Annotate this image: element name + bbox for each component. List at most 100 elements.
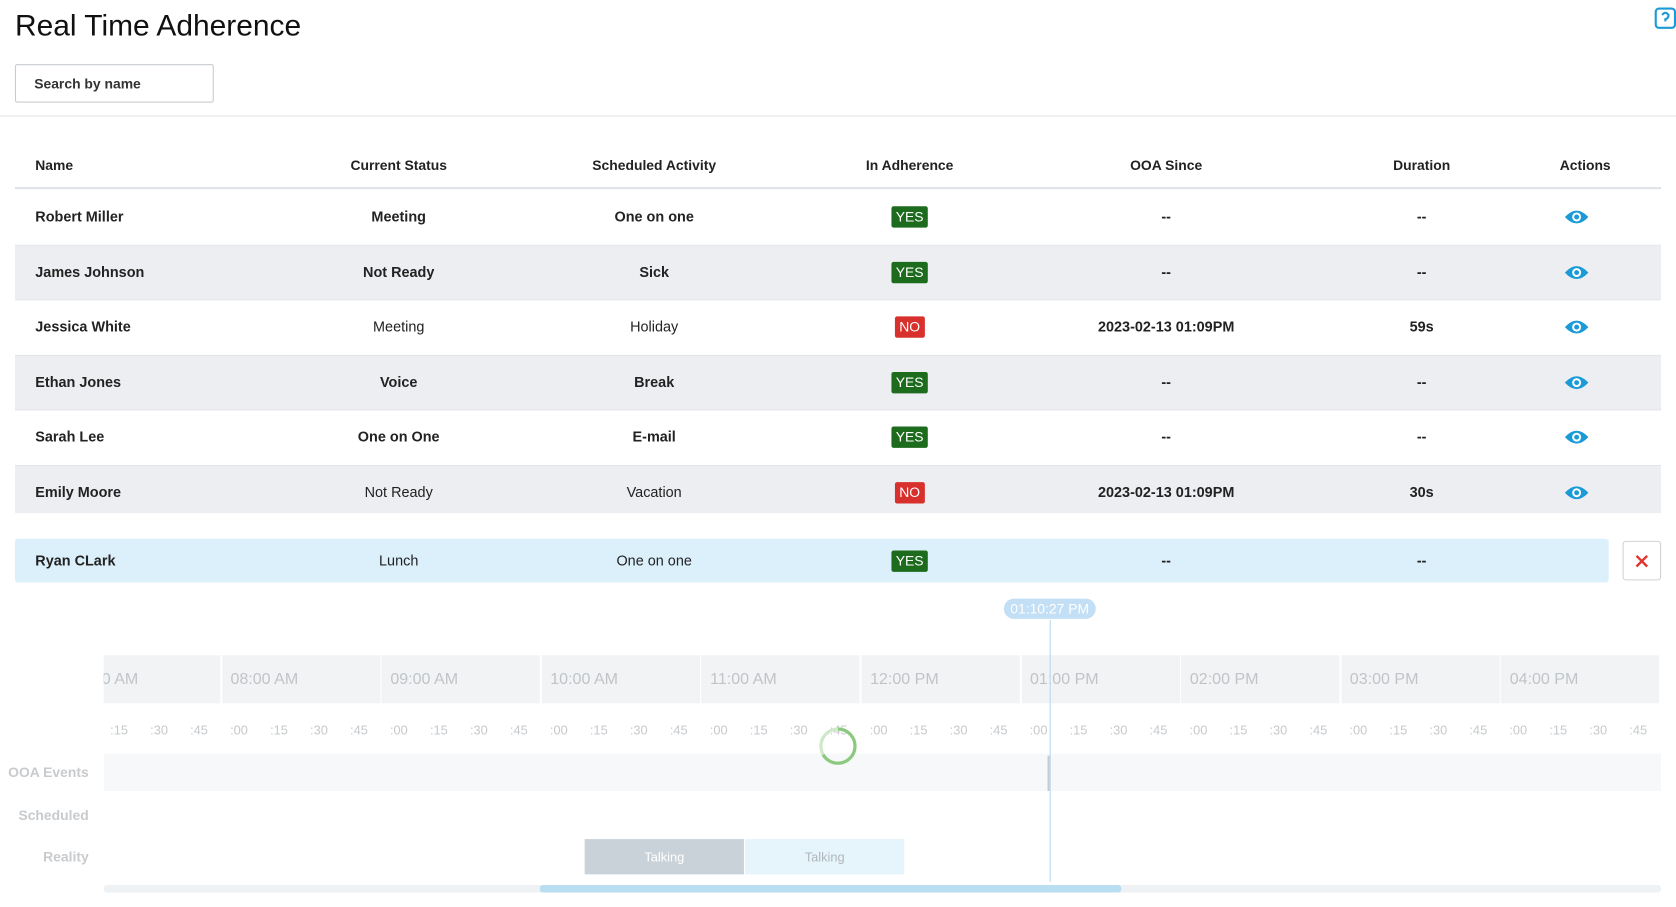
minute-label: :00: [389, 722, 408, 738]
minute-label: :30: [1269, 722, 1288, 738]
minute-label: :45: [989, 722, 1008, 738]
cell-text: Lunch: [379, 552, 419, 569]
view-icon[interactable]: [1564, 484, 1590, 501]
column-header: Duration: [1393, 157, 1451, 174]
cell-text: Vacation: [626, 483, 682, 500]
minute-label: :15: [270, 722, 288, 738]
minute-label: :30: [150, 722, 168, 738]
timeline: 07:00 AM:00:15:30:45 08:00 AM:00:15:30:45…: [0, 588, 1676, 907]
minute-label: :00: [1349, 722, 1368, 738]
minute-label: :45: [1309, 722, 1328, 738]
minute-label: :00: [1509, 722, 1528, 738]
hour-cell: 04:00 PM: [1501, 655, 1660, 704]
cell-text: Sarah Lee: [35, 428, 105, 445]
close-button[interactable]: [1622, 540, 1662, 581]
ooa-band: [103, 753, 1662, 791]
view-icon[interactable]: [1564, 209, 1590, 226]
cell-text: Voice: [379, 373, 418, 390]
minute-label: :15: [429, 722, 448, 738]
minute-label: :30: [1589, 722, 1608, 738]
minute-label: :30: [469, 722, 488, 738]
view-icon[interactable]: [1564, 264, 1590, 281]
cell-text: Emily Moore: [35, 483, 122, 500]
ooa-marker: [1047, 755, 1050, 791]
hour-label: 09:00 AM: [390, 670, 459, 689]
divider: [0, 115, 1676, 117]
cell-text: Meeting: [373, 318, 425, 335]
cell-text: Sick: [639, 263, 670, 280]
row-label: Reality: [43, 848, 89, 865]
column-header: Name: [35, 157, 74, 174]
cell-text: --: [1416, 373, 1427, 390]
cell-text: One on One: [357, 428, 440, 445]
cell-text: One on one: [616, 552, 692, 569]
cell-text: 2023-02-13 01:09PM: [1097, 318, 1235, 335]
hour-cell: 03:00 PM: [1341, 655, 1500, 704]
table-row: James Johnson Not Ready Sick YES -- --: [14, 245, 1662, 301]
minute-label: :15: [589, 722, 608, 738]
reality-event: Talking: [745, 839, 905, 875]
close-icon: [1635, 554, 1649, 568]
current-time-line: [1049, 619, 1051, 882]
cell-text: --: [1161, 373, 1171, 390]
minute-label: :15: [1069, 722, 1088, 738]
cell-text: Robert Miller: [35, 208, 124, 225]
cell-text: --: [1416, 208, 1427, 225]
view-icon[interactable]: [1564, 429, 1590, 446]
hour-cell: 12:00 PM: [861, 655, 1020, 704]
cell-text: 59s: [1409, 318, 1434, 335]
search-input[interactable]: Search by name: [14, 64, 214, 103]
adherence-badge: NO: [894, 481, 925, 504]
minute-label: :30: [789, 722, 808, 738]
minute-label: :30: [949, 722, 968, 738]
hour-label: 04:00 PM: [1509, 670, 1579, 689]
selected-row[interactable]: Ryan CLark Lunch One on one YES -- --: [14, 538, 1609, 583]
cell-text: Ethan Jones: [35, 373, 122, 390]
minute-label: :45: [350, 722, 368, 738]
cell-text: Break: [634, 373, 675, 390]
minute-label: :15: [110, 722, 128, 738]
minute-label: :45: [1149, 722, 1168, 738]
hour-cell: 10:00 AM: [541, 655, 700, 704]
cell-text: --: [1416, 263, 1427, 280]
hour-cell: 08:00 AM: [221, 655, 381, 704]
reality-event: Talking: [584, 839, 744, 875]
hour-label: 08:00 AM: [230, 670, 299, 689]
minute-label: :15: [909, 722, 928, 738]
scroll-thumb: [539, 885, 1122, 893]
cell-text: Not Ready: [363, 263, 435, 280]
table-row: Robert Miller Meeting One on one YES -- --: [14, 190, 1662, 246]
hour-label: 01:00 PM: [1029, 670, 1099, 689]
cell-text: Holiday: [630, 318, 679, 335]
column-header: In Adherence: [865, 157, 954, 174]
adherence-badge: YES: [891, 261, 928, 283]
cell-text: --: [1416, 428, 1427, 445]
help-icon[interactable]: [1650, 4, 1676, 34]
minute-label: :00: [709, 722, 728, 738]
view-icon[interactable]: [1564, 374, 1590, 391]
minute-label: :30: [1429, 722, 1448, 738]
hour-cell: 02:00 PM: [1181, 655, 1340, 704]
adherence-badge: YES: [891, 549, 928, 572]
header-border: [14, 187, 1662, 190]
adherence-badge: YES: [891, 371, 928, 394]
cell-text: 2023-02-13 01:09PM: [1097, 483, 1235, 500]
cell-text: 30s: [1409, 483, 1434, 500]
cell-text: --: [1161, 208, 1171, 225]
cell-text: James Johnson: [35, 263, 145, 280]
cell-text: --: [1416, 552, 1427, 569]
minute-label: :00: [549, 722, 568, 738]
minute-label: :00: [1189, 722, 1208, 738]
cell-text: Ryan CLark: [35, 552, 116, 569]
hour-cell: 11:00 AM: [701, 655, 860, 704]
hour-cell: 09:00 AM: [381, 655, 540, 704]
row-label: OOA Events: [8, 764, 89, 781]
row-label: Scheduled: [18, 806, 89, 823]
timeline-grid: 07:00 AM:00:15:30:45 08:00 AM:00:15:30:45…: [103, 652, 1662, 898]
minute-label: :15: [1389, 722, 1408, 738]
view-icon[interactable]: [1564, 319, 1590, 336]
cell-text: --: [1161, 428, 1171, 445]
minute-label: :45: [509, 722, 528, 738]
hour-cell: 01:00 PM: [1021, 655, 1180, 704]
